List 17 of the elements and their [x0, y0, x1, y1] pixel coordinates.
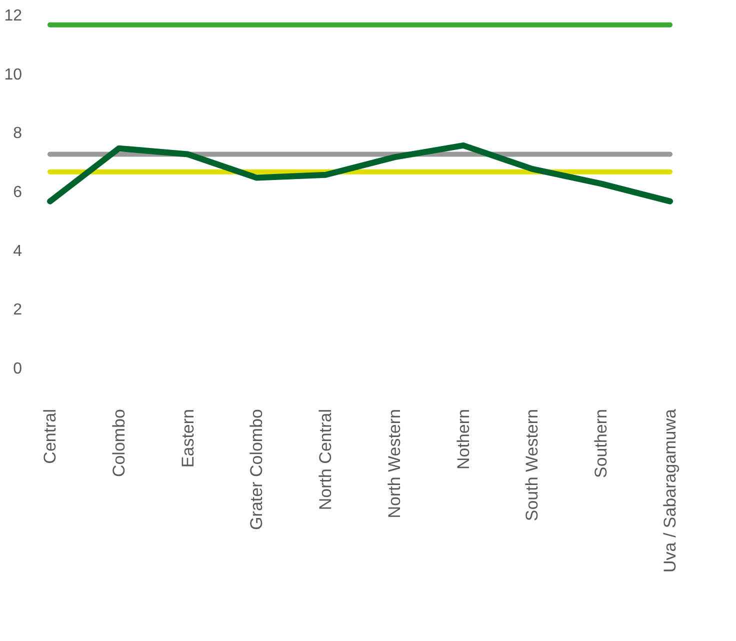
- y-tick-label: 6: [13, 184, 22, 201]
- x-tick-label: North Central: [316, 409, 336, 510]
- x-tick-label: Grater Colombo: [247, 409, 266, 530]
- y-tick-label: 0: [13, 360, 22, 378]
- x-tick-label: North Western: [384, 409, 404, 518]
- x-tick-label: Southern: [592, 409, 611, 478]
- y-tick-label: 4: [13, 242, 22, 260]
- x-tick-label: Central: [40, 409, 60, 464]
- x-tick-label: Nothern: [454, 409, 473, 470]
- x-tick-label: Eastern: [178, 409, 198, 468]
- x-tick-label: South Western: [522, 409, 542, 522]
- y-tick-label: 10: [4, 66, 22, 84]
- y-tick-label: 2: [13, 302, 22, 319]
- x-tick-label: Colombo: [109, 409, 128, 478]
- y-tick-label: 12: [4, 8, 22, 24]
- y-tick-label: 8: [13, 125, 22, 142]
- x-tick-label: Uva / Sabaragamuwa: [660, 408, 680, 572]
